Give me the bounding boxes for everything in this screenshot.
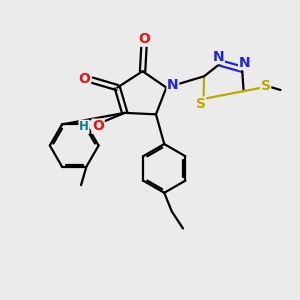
Text: N: N [167,78,179,92]
Text: N: N [212,50,224,64]
Text: H: H [79,120,89,133]
Text: O: O [79,72,91,86]
Text: S: S [196,97,206,111]
Text: O: O [138,32,150,46]
Text: S: S [261,79,271,93]
Text: N: N [239,56,250,70]
Text: O: O [92,119,104,133]
